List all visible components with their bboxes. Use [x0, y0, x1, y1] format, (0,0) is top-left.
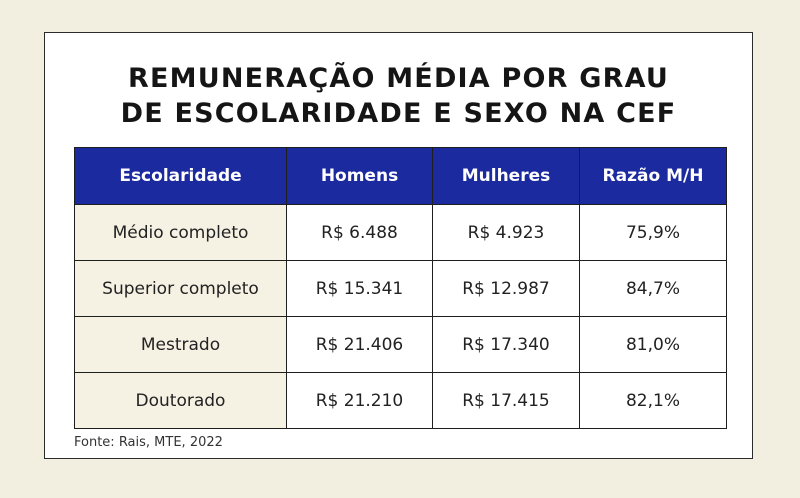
cell-homens: R$ 21.406 — [286, 316, 433, 373]
cell-mulheres: R$ 17.415 — [432, 372, 580, 429]
cell-mulheres: R$ 17.340 — [432, 316, 580, 373]
chart-title-line-2: DE ESCOLARIDADE E SEXO NA CEF — [120, 98, 677, 129]
cell-escolaridade: Superior completo — [74, 260, 287, 317]
column-header-mulheres: Mulheres — [432, 147, 580, 205]
cell-escolaridade: Médio completo — [74, 204, 287, 261]
table-row: Médio completo R$ 6.488 R$ 4.923 75,9% — [74, 204, 727, 261]
cell-escolaridade: Mestrado — [74, 316, 287, 373]
table-row: Mestrado R$ 21.406 R$ 17.340 81,0% — [74, 316, 727, 373]
chart-title-line-1: REMUNERAÇÃO MÉDIA POR GRAU — [128, 63, 669, 94]
cell-razao: 84,7% — [579, 260, 727, 317]
source-note: Fonte: Rais, MTE, 2022 — [74, 435, 223, 450]
cell-razao: 81,0% — [579, 316, 727, 373]
data-table: Escolaridade Homens Mulheres Razão M/H M… — [74, 147, 727, 429]
table-row: Doutorado R$ 21.210 R$ 17.415 82,1% — [74, 372, 727, 429]
cell-mulheres: R$ 12.987 — [432, 260, 580, 317]
column-header-razao: Razão M/H — [579, 147, 727, 205]
table-row: Superior completo R$ 15.341 R$ 12.987 84… — [74, 260, 727, 317]
chart-card: REMUNERAÇÃO MÉDIA POR GRAU DE ESCOLARIDA… — [44, 32, 753, 459]
column-header-homens: Homens — [286, 147, 433, 205]
table-header-row: Escolaridade Homens Mulheres Razão M/H — [74, 147, 727, 205]
cell-homens: R$ 21.210 — [286, 372, 433, 429]
cell-homens: R$ 6.488 — [286, 204, 433, 261]
cell-razao: 82,1% — [579, 372, 727, 429]
cell-homens: R$ 15.341 — [286, 260, 433, 317]
cell-razao: 75,9% — [579, 204, 727, 261]
cell-escolaridade: Doutorado — [74, 372, 287, 429]
cell-mulheres: R$ 4.923 — [432, 204, 580, 261]
chart-title: REMUNERAÇÃO MÉDIA POR GRAU DE ESCOLARIDA… — [45, 61, 752, 131]
column-header-escolaridade: Escolaridade — [74, 147, 287, 205]
